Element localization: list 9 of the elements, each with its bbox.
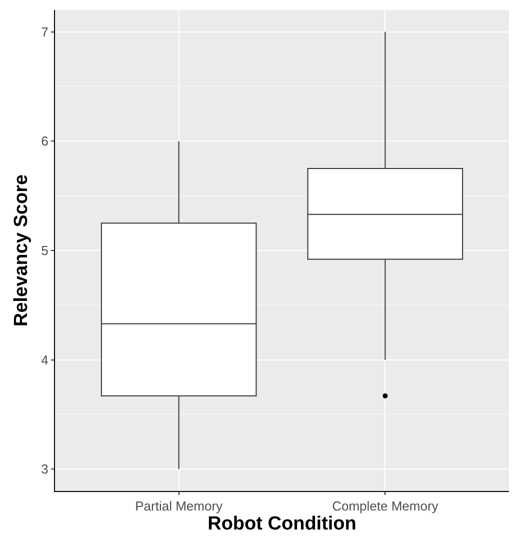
y-tick-label: 7 [41,24,48,40]
x-tick-label: Complete Memory [332,498,439,514]
x-axis-title: Robot Condition [208,514,356,535]
y-tick-label: 5 [41,243,48,258]
y-tick-label: 3 [41,462,48,477]
y-tick-label: 6 [41,134,48,149]
y-axis-title: Relevancy Score [11,174,32,327]
x-tick-label: Partial Memory [135,498,224,514]
y-tick-label: 4 [41,352,48,368]
